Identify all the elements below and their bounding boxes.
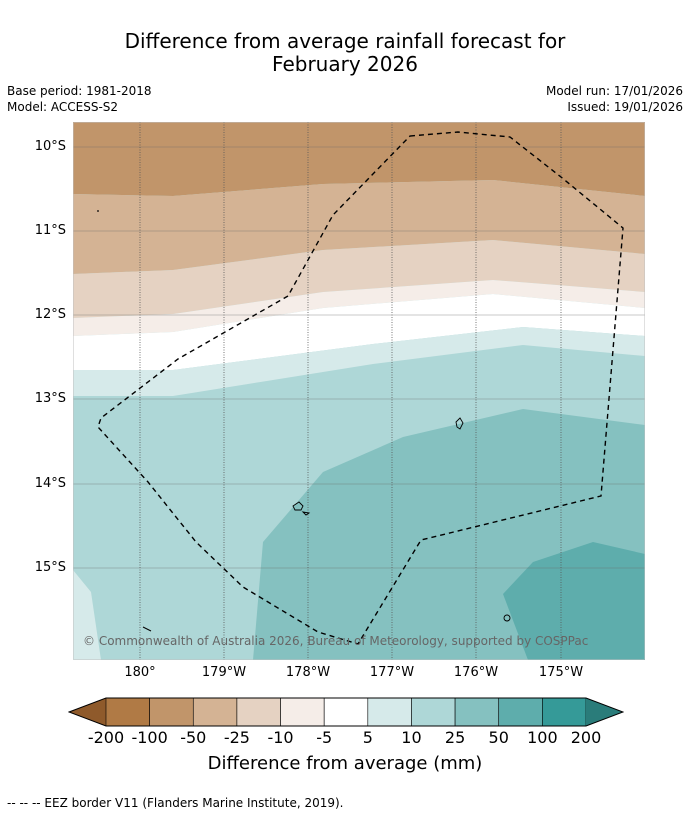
- lon-label-176w: 176°W: [453, 665, 499, 680]
- colorbar-cell: [105, 697, 150, 727]
- colorbar-tick-label: 200: [570, 728, 602, 747]
- eez-border: [97, 131, 624, 645]
- colorbar-cells: [69, 697, 623, 727]
- lat-label-15s: 15°S: [34, 560, 66, 575]
- colorbar-tick-label: -200: [87, 728, 125, 747]
- title-line-2: February 2026: [272, 52, 418, 76]
- band-plus-50: [503, 542, 645, 660]
- rainfall-map: © Commonwealth of Australia 2026, Bureau…: [73, 122, 645, 660]
- meta-left: Base period: 1981-2018 Model: ACCESS-S2: [7, 83, 152, 115]
- colorbar-cell: [454, 697, 500, 727]
- lon-label-180: 180°: [124, 665, 156, 680]
- colorbar: [68, 697, 624, 727]
- island-southwest: [142, 626, 152, 632]
- lat-label-12s: 12°S: [34, 307, 66, 322]
- colorbar-tick-label: 100: [527, 728, 558, 747]
- colorbar-tick-label: -5: [316, 728, 333, 747]
- graticule-meridians: [139, 122, 562, 660]
- colorbar-tick-label: 25: [444, 728, 466, 747]
- band-minus-5: [73, 280, 645, 336]
- colorbar-tick-label: -100: [131, 728, 168, 747]
- colorbar-arrow-right: [586, 698, 623, 726]
- lat-label-10s: 10°S: [34, 139, 66, 154]
- lon-label-179w: 179°W: [201, 665, 247, 680]
- chart-title: Difference from average rainfall forecas…: [0, 30, 690, 76]
- lon-label-178w: 178°W: [285, 665, 331, 680]
- colorbar-arrow-left: [69, 698, 106, 726]
- lon-label-175w: 175°W: [538, 665, 584, 680]
- model-name: Model: ACCESS-S2: [7, 100, 119, 114]
- band-plus-5-sw: [73, 570, 101, 660]
- island-north: [455, 417, 464, 430]
- lat-label-14s: 14°S: [34, 476, 66, 491]
- island-central: [292, 501, 304, 511]
- colorbar-tick-label: 50: [488, 728, 509, 747]
- band-minus-50: [73, 122, 645, 196]
- issued-date: Issued: 19/01/2026: [567, 100, 683, 114]
- colorbar-cell: [542, 697, 587, 727]
- colorbar-cell: [236, 697, 281, 727]
- meta-right: Model run: 17/01/2026 Issued: 19/01/2026: [546, 83, 683, 115]
- colorbar-cell: [498, 697, 543, 727]
- colorbar-cell: [323, 697, 369, 727]
- band-minus-25: [73, 180, 645, 274]
- lat-label-13s: 13°S: [34, 391, 66, 406]
- lat-label-11s: 11°S: [34, 223, 66, 238]
- graticule-parallels: [73, 146, 645, 569]
- lon-label-177w: 177°W: [369, 665, 415, 680]
- island-dot: [97, 210, 99, 212]
- eez-footnote: -- -- -- EEZ border V11 (Flanders Marine…: [7, 796, 344, 810]
- map-frame: [73, 122, 645, 660]
- colorbar-cell: [367, 697, 412, 727]
- island-southeast: [503, 614, 511, 622]
- colorbar-cell: [280, 697, 325, 727]
- band-plus-5: [73, 327, 645, 396]
- copyright-text: © Commonwealth of Australia 2026, Bureau…: [83, 634, 588, 648]
- base-period: Base period: 1981-2018: [7, 84, 152, 98]
- colorbar-cell: [192, 697, 238, 727]
- colorbar-tick-label: 10: [401, 728, 422, 747]
- colorbar-outline: [68, 697, 624, 727]
- colorbar-cell: [411, 697, 456, 727]
- colorbar-tick-label: -10: [267, 728, 294, 747]
- band-neutral: [73, 294, 645, 370]
- band-minus-10: [73, 240, 645, 318]
- model-run: Model run: 17/01/2026: [545, 84, 683, 98]
- colorbar-cell: [149, 697, 194, 727]
- island-central-small: [301, 511, 311, 516]
- colorbar-tick-label: -25: [223, 728, 250, 747]
- colorbar-label: Difference from average (mm): [207, 753, 483, 774]
- colorbar-tick-label: -50: [180, 728, 207, 747]
- title-line-1: Difference from average rainfall forecas…: [124, 29, 566, 53]
- colorbar-tick-label: 5: [362, 728, 373, 747]
